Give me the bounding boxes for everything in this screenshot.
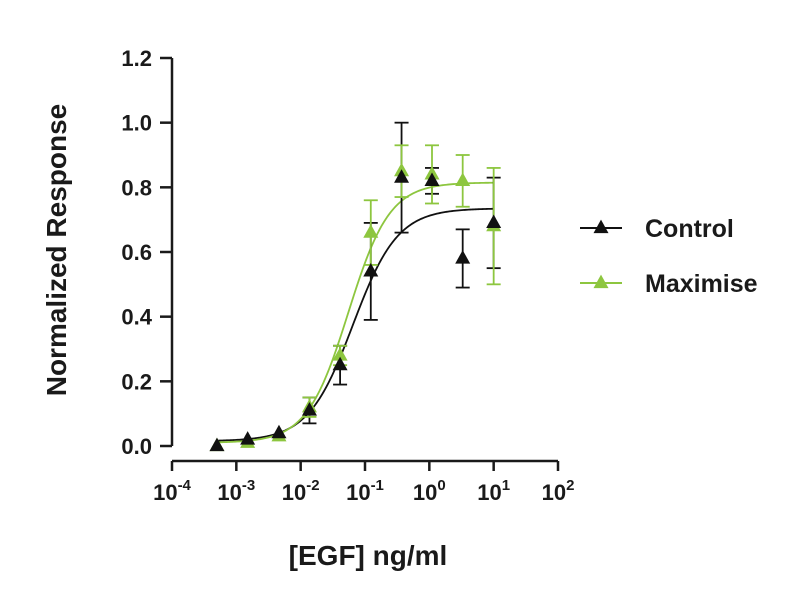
x-tick-base: 10 (346, 480, 370, 505)
x-tick-exponent: -1 (371, 477, 384, 494)
y-tick-label: 0.2 (121, 369, 152, 394)
x-tick-base: 10 (477, 480, 501, 505)
y-tick-label: 0.6 (121, 240, 152, 265)
x-tick-base: 10 (282, 480, 306, 505)
point-control (394, 169, 410, 183)
x-tick-label: 10-3 (217, 477, 255, 505)
legend-label-maximise: Maximise (645, 270, 758, 298)
x-tick-base: 10 (413, 480, 437, 505)
y-axis-title: Normalized Response (41, 104, 72, 397)
point-control (455, 250, 471, 264)
x-tick-base: 10 (153, 480, 177, 505)
x-tick-label: 10-1 (346, 477, 384, 505)
axes: 0.00.20.40.60.81.01.210-4 10-3 10-2 10-1 100… (121, 46, 574, 505)
x-tick-exponent: 2 (566, 477, 574, 494)
y-tick-label: 0.0 (121, 434, 152, 459)
legend-marker-control (593, 219, 609, 234)
point-control (332, 356, 348, 371)
y-tick-label: 1.2 (121, 46, 152, 71)
point-maximise (332, 347, 348, 361)
x-tick-label: 101 (477, 477, 510, 505)
point-control (240, 431, 256, 445)
x-tick-base: 10 (542, 480, 566, 505)
x-tick-exponent: 0 (437, 477, 445, 494)
point-control (486, 214, 502, 229)
x-axis-title: [EGF] ng/ml (289, 540, 448, 571)
point-maximise (363, 224, 379, 238)
point-control (301, 402, 317, 416)
x-tick-base: 10 (217, 480, 241, 505)
data-points (209, 162, 502, 452)
x-tick-label: 10-2 (282, 477, 320, 505)
legend-label-control: Control (645, 215, 734, 243)
x-tick-label: 102 (542, 477, 575, 505)
fit-curves (216, 181, 494, 444)
x-tick-exponent: 1 (502, 477, 510, 494)
point-maximise (455, 172, 471, 186)
y-tick-label: 0.8 (121, 175, 152, 200)
fit-curve-maximise (216, 181, 494, 444)
point-control (363, 263, 379, 277)
point-control (424, 172, 440, 186)
x-tick-label: 10-4 (153, 477, 191, 505)
x-tick-exponent: -3 (242, 477, 255, 494)
legend: Control Maximise (580, 215, 758, 298)
y-tick-label: 1.0 (121, 111, 152, 136)
x-tick-label: 100 (413, 477, 446, 505)
point-control (271, 424, 287, 439)
legend-marker-maximise (593, 274, 609, 289)
y-tick-label: 0.4 (121, 305, 152, 330)
point-control (209, 437, 225, 452)
x-tick-exponent: -4 (178, 477, 192, 494)
x-tick-exponent: -2 (306, 477, 319, 494)
fit-curve-control (216, 207, 494, 442)
